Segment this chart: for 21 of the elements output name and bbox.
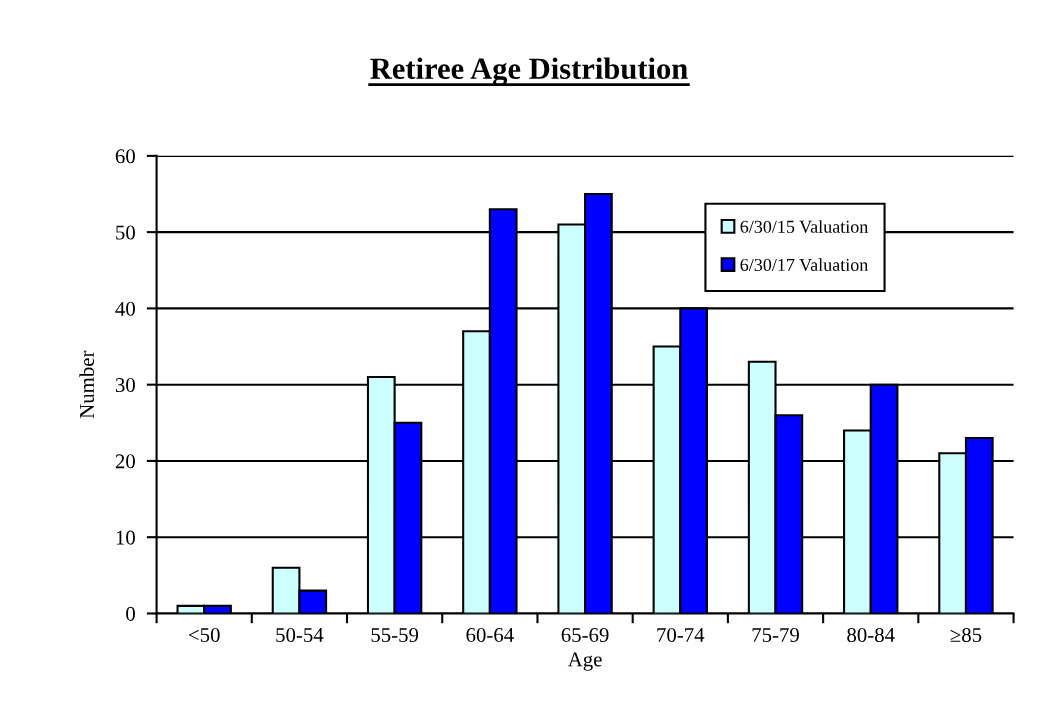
chart-title: Retiree Age Distribution bbox=[370, 57, 688, 86]
y-tick-label: 40 bbox=[115, 301, 135, 316]
x-tick-label: 50-54 bbox=[276, 627, 324, 643]
legend-label: 6/30/17 Valuation bbox=[740, 258, 869, 272]
x-tick-label: 60-64 bbox=[466, 627, 514, 643]
y-tick-label: 10 bbox=[116, 530, 135, 545]
y-tick-label: 30 bbox=[115, 378, 135, 393]
y-axis-title: Number bbox=[79, 350, 95, 419]
legend-label: 6/30/15 Valuation bbox=[740, 220, 869, 233]
x-tick-label: 75-79 bbox=[752, 628, 799, 643]
x-tick-label: <50 bbox=[188, 627, 220, 643]
x-tick-label: 65-69 bbox=[561, 628, 609, 643]
y-tick-label: 0 bbox=[126, 606, 135, 621]
x-tick-label: 55-59 bbox=[371, 628, 419, 643]
x-tick-label: 70-74 bbox=[657, 627, 705, 643]
y-tick-label: 20 bbox=[115, 454, 135, 469]
y-tick-label: 60 bbox=[115, 149, 135, 164]
y-tick-label: 50 bbox=[116, 225, 135, 240]
x-axis-title: Age bbox=[567, 652, 602, 671]
x-tick-label: 80-84 bbox=[847, 627, 895, 643]
x-tick-label: ≥85 bbox=[950, 627, 982, 643]
